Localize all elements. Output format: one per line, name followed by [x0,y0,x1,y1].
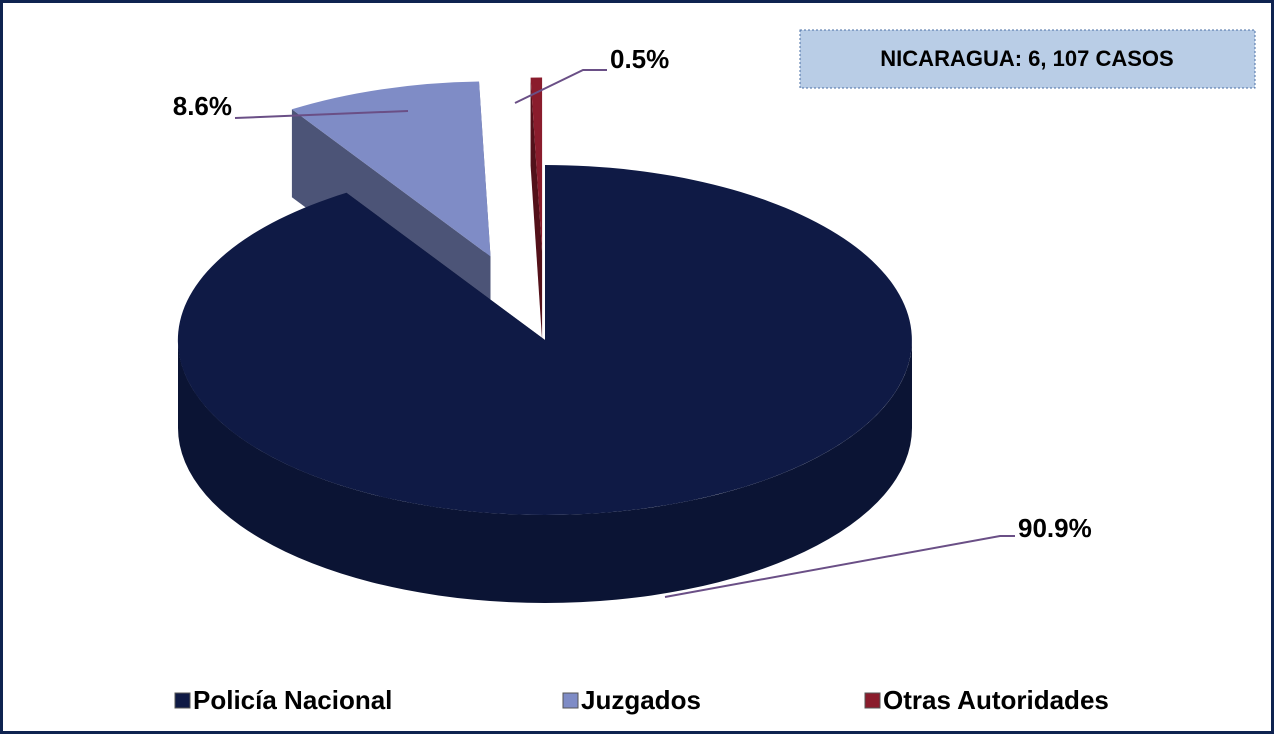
pie-slice [530,77,543,253]
pie-slice [291,81,491,257]
leader-line [664,535,1015,598]
annotation: NICARAGUA: 6, 107 CASOS [880,46,1173,71]
legend-swatch [864,692,881,709]
chart: NICARAGUA: 6, 107 CASOS 90.9% 8.6% 0.5% Pol… [173,29,1256,715]
legend-label: Otras Autoridades [883,685,1109,715]
data-label: 90.9% [1018,513,1092,543]
data-label: 8.6% [173,91,232,121]
legend-swatch [174,692,191,709]
legend-swatch [562,692,579,709]
leader-line [234,110,409,119]
legend-label: Policía Nacional [193,685,392,715]
annotation-box [799,29,1256,89]
legend-label: Juzgados [581,685,701,715]
leader-line [514,69,607,104]
pie-slice [177,165,912,515]
data-label: 0.5% [610,44,669,74]
slice-edge [530,77,543,341]
slice-side [178,340,912,603]
